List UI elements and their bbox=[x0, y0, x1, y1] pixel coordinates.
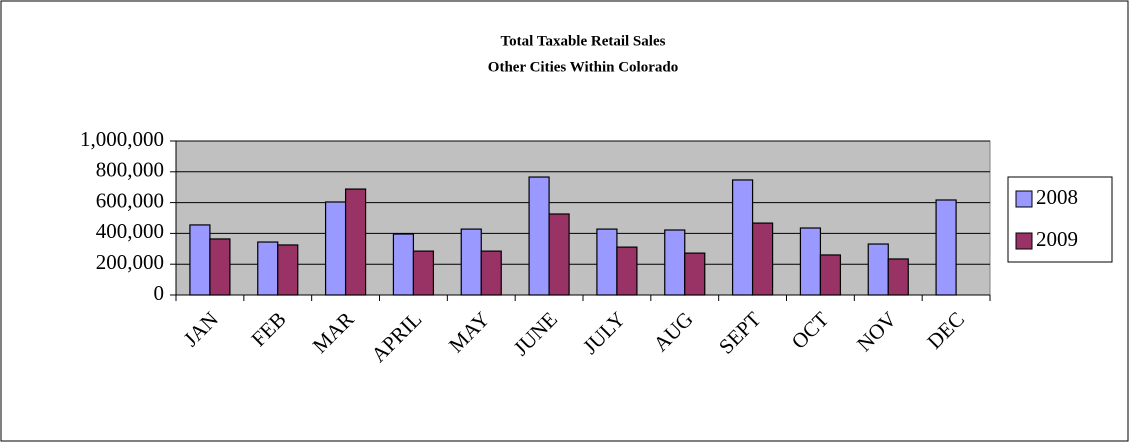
y-tick-label: 600,000 bbox=[96, 188, 164, 212]
bar bbox=[344, 188, 367, 296]
y-tick-label: 0 bbox=[154, 281, 165, 305]
bar bbox=[257, 241, 279, 296]
bar bbox=[616, 246, 638, 296]
chart-title: Total Taxable Retail Sales bbox=[501, 33, 666, 49]
bar bbox=[412, 250, 435, 296]
bar bbox=[819, 254, 842, 296]
bar bbox=[596, 228, 618, 296]
bar bbox=[277, 244, 299, 296]
y-tick-label: 800,000 bbox=[96, 158, 164, 182]
bar bbox=[935, 199, 957, 296]
legend-swatch bbox=[1015, 232, 1033, 250]
bar bbox=[480, 250, 502, 296]
legend-label: 2008 bbox=[1036, 185, 1078, 209]
bar bbox=[324, 201, 347, 296]
bar bbox=[684, 252, 706, 296]
plot-area bbox=[175, 140, 991, 296]
bar bbox=[392, 233, 415, 296]
bar bbox=[751, 222, 774, 296]
legend-swatch bbox=[1015, 190, 1033, 208]
bar bbox=[887, 258, 909, 296]
bar bbox=[664, 229, 686, 296]
bar bbox=[731, 179, 754, 296]
bar bbox=[189, 224, 211, 296]
bar bbox=[528, 176, 550, 296]
bar bbox=[867, 243, 889, 296]
bar bbox=[209, 238, 231, 296]
y-tick-label: 400,000 bbox=[96, 219, 164, 243]
bar bbox=[548, 213, 570, 296]
y-tick-label: 200,000 bbox=[96, 250, 164, 274]
bar bbox=[799, 227, 822, 296]
chart-subtitle: Other Cities Within Colorado bbox=[488, 59, 678, 75]
legend-label: 2009 bbox=[1036, 227, 1078, 251]
y-tick-label: 1,000,000 bbox=[80, 127, 164, 151]
bar bbox=[460, 228, 482, 296]
